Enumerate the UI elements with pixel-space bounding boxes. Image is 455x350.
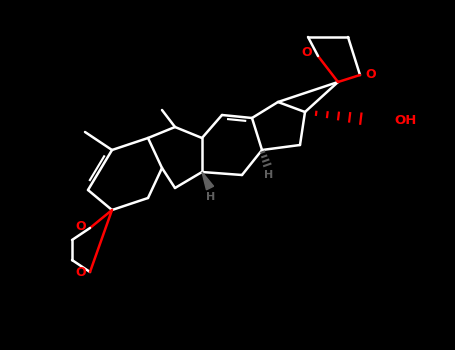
Text: H: H [264, 170, 273, 180]
Text: H: H [207, 192, 216, 202]
Text: O: O [366, 69, 376, 82]
Text: O: O [302, 47, 312, 60]
Text: O: O [76, 266, 86, 280]
Text: O: O [76, 220, 86, 233]
Text: OH: OH [394, 113, 416, 126]
Polygon shape [202, 172, 213, 190]
